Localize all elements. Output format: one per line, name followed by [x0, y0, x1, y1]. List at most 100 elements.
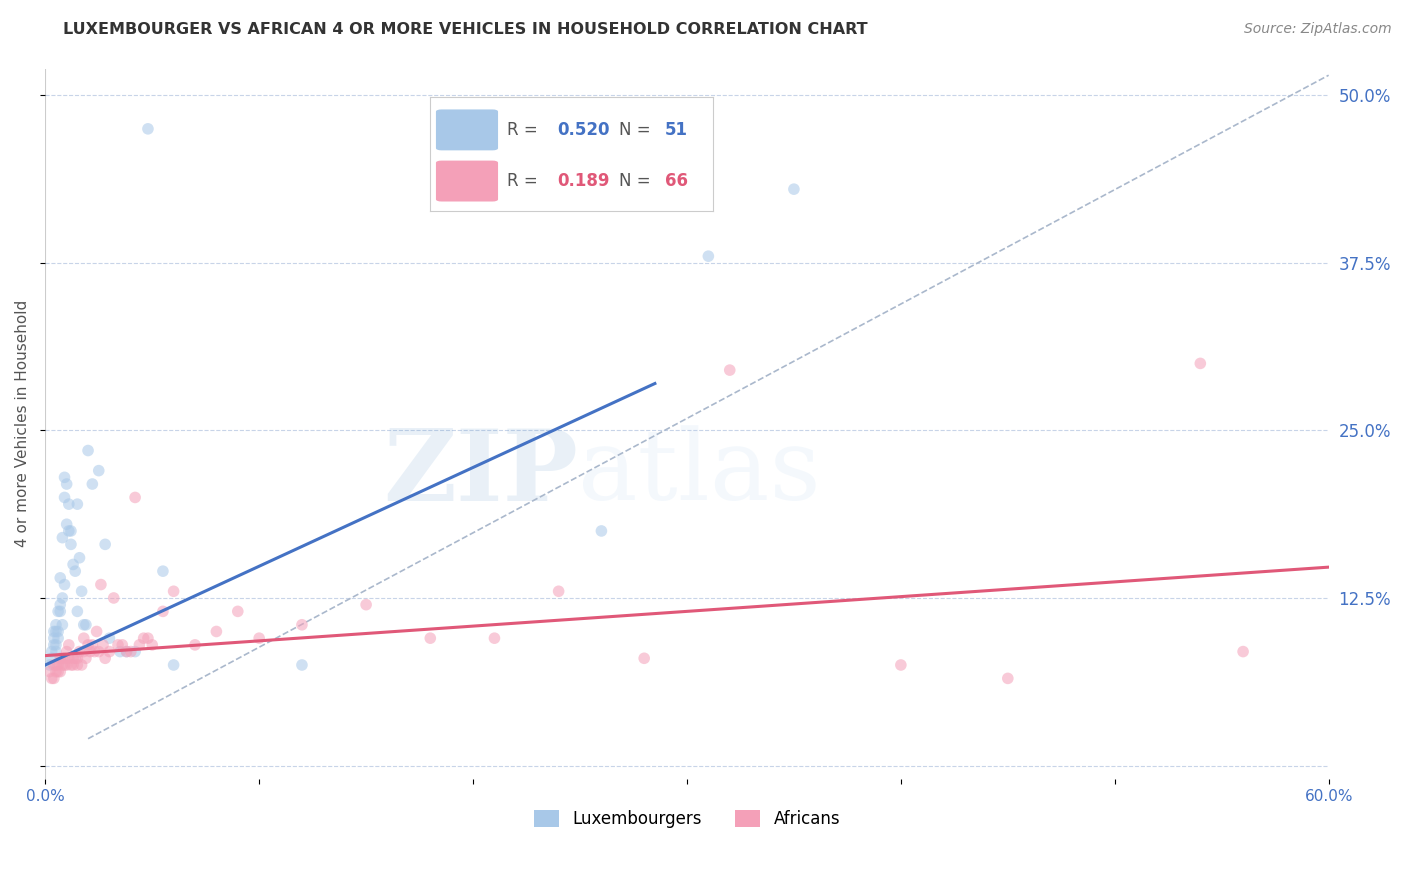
Point [162, 658, 184, 673]
Point [59, 524, 82, 538]
Point [58, 638, 80, 652]
Point [46, 665, 69, 679]
Point [997, 672, 1019, 686]
Point [890, 658, 912, 673]
Point [49, 651, 72, 665]
Point [46, 624, 69, 639]
Point [51, 531, 73, 545]
Point [55, 658, 77, 673]
Point [98, 644, 121, 658]
Point [45, 624, 67, 639]
Point [75, 617, 97, 632]
Point [73, 644, 96, 658]
Point [783, 182, 806, 196]
Point [136, 121, 159, 136]
Point [42, 658, 65, 673]
Point [62, 651, 84, 665]
Point [107, 638, 129, 652]
Point [42, 638, 65, 652]
Point [132, 631, 155, 645]
Point [66, 604, 89, 618]
Point [58, 497, 80, 511]
Point [94, 537, 117, 551]
Point [591, 524, 613, 538]
Point [77, 443, 100, 458]
Point [66, 658, 89, 673]
Point [79, 644, 101, 658]
Point [91, 638, 114, 652]
Point [49, 604, 72, 618]
Point [484, 631, 506, 645]
Point [115, 644, 138, 658]
Point [94, 651, 117, 665]
Point [66, 497, 89, 511]
Point [77, 638, 100, 652]
Point [59, 537, 82, 551]
Point [55, 477, 77, 491]
Point [65, 564, 87, 578]
Point [62, 658, 84, 673]
Point [152, 604, 174, 618]
Point [58, 524, 80, 538]
Point [70, 584, 93, 599]
Point [108, 644, 131, 658]
Point [75, 651, 97, 665]
Point [86, 624, 108, 639]
Point [45, 665, 67, 679]
Legend: Luxembourgers, Africans: Luxembourgers, Africans [527, 803, 846, 835]
Point [59, 658, 82, 673]
Point [152, 564, 174, 578]
Point [547, 584, 569, 599]
Point [184, 638, 207, 652]
Point [66, 651, 89, 665]
Point [633, 651, 655, 665]
Point [162, 584, 184, 599]
Point [87, 464, 110, 478]
Y-axis label: 4 or more Vehicles in Household: 4 or more Vehicles in Household [15, 300, 30, 548]
Point [41, 651, 63, 665]
Point [98, 631, 121, 645]
Point [46, 658, 69, 673]
Point [120, 644, 142, 658]
Point [73, 617, 96, 632]
Text: ZIP: ZIP [382, 425, 578, 522]
Point [46, 631, 69, 645]
Point [205, 624, 228, 639]
Point [111, 638, 134, 652]
Point [41, 644, 63, 658]
Point [62, 558, 84, 572]
Point [128, 638, 150, 652]
Point [82, 638, 104, 652]
Point [73, 631, 96, 645]
Point [53, 470, 76, 484]
Point [1232, 644, 1254, 658]
Point [53, 491, 76, 505]
Point [247, 631, 270, 645]
Point [38, 658, 60, 673]
Point [83, 644, 105, 658]
Point [69, 550, 91, 565]
Point [49, 571, 72, 585]
Point [291, 617, 314, 632]
Text: LUXEMBOURGER VS AFRICAN 4 OR MORE VEHICLES IN HOUSEHOLD CORRELATION CHART: LUXEMBOURGER VS AFRICAN 4 OR MORE VEHICL… [63, 22, 868, 37]
Point [42, 631, 65, 645]
Point [718, 363, 741, 377]
Point [41, 672, 63, 686]
Point [82, 477, 104, 491]
Point [354, 598, 377, 612]
Point [115, 644, 138, 658]
Point [69, 644, 91, 658]
Point [58, 651, 80, 665]
Point [136, 631, 159, 645]
Point [70, 658, 93, 673]
Point [49, 598, 72, 612]
Point [45, 658, 67, 673]
Point [51, 651, 73, 665]
Point [53, 651, 76, 665]
Point [103, 591, 125, 605]
Point [226, 604, 249, 618]
Point [51, 591, 73, 605]
Point [1189, 356, 1212, 370]
Point [87, 644, 110, 658]
Point [46, 604, 69, 618]
